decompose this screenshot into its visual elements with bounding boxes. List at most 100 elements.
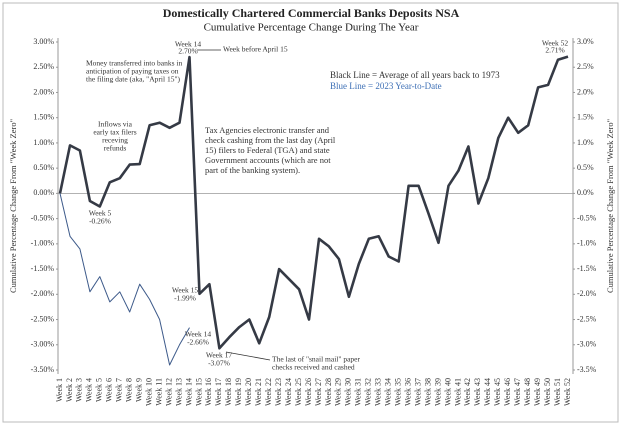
x-tick-label: Week 12 [164,378,173,406]
annotation: Tax Agencies electronic transfer and [205,125,330,135]
y-tick-label: 3.00% [33,37,54,46]
x-tick-label: Week 38 [423,378,432,406]
y2-tick-label: 1.5% [577,113,594,122]
x-tick-label: Week 50 [543,378,552,406]
x-tick-label: Week 52 [563,378,572,406]
annotation: Week 14 [175,40,202,49]
x-tick-label: Week 22 [264,378,273,406]
x-tick-label: Week 24 [284,378,293,406]
annotation: Week 5 [89,209,112,218]
x-tick-label: Week 30 [344,378,353,406]
x-tick-label: Week 16 [204,378,213,406]
x-tick-label: Week 45 [493,378,502,406]
y2-tick-label: -1.0% [577,239,597,248]
x-tick-label: Week 44 [483,378,492,406]
x-tick-label: Week 32 [364,378,373,406]
y2-tick-label: 1.0% [577,138,594,147]
y2-axis-title: Cumulative Percentage Change From "Week … [605,119,615,293]
x-tick-label: Week 37 [413,378,422,406]
annotation: Week before April 15 [223,45,288,54]
x-tick-label: Week 14 [184,378,193,406]
x-tick-label: Week 29 [334,378,343,406]
x-tick-label: Week 18 [224,378,233,406]
annotation: Government accounts (which are not [205,155,331,165]
x-tick-label: Week 31 [354,378,363,406]
x-tick-label: Week 49 [533,378,542,406]
annotation: -3.07% [208,359,230,368]
x-tick-label: Week 34 [384,378,393,406]
x-tick-label: Week 20 [244,378,253,406]
annotation: Week 17 [206,351,233,360]
annotation: Week 14 [185,330,212,339]
x-tick-label: Week 48 [523,378,532,406]
chart-subtitle: Cumulative Percentage Change During The … [204,22,419,34]
x-tick-label: Week 7 [115,378,124,402]
annotation: -2.66% [187,338,209,347]
annotation: 15) filers to Federal (TGA) and state [205,145,330,155]
y2-tick-label: -0.5% [577,213,597,222]
x-tick-label: Week 43 [473,378,482,406]
x-tick-label: Week 41 [453,378,462,406]
y-tick-label: -0.50% [31,213,55,222]
y-tick-label: 1.50% [33,113,54,122]
y-tick-label: 0.00% [33,188,54,197]
y2-tick-label: -2.0% [577,289,597,298]
x-tick-label: Week 51 [553,378,562,406]
x-tick-label: Week 28 [324,378,333,406]
y-tick-label: -1.00% [31,239,55,248]
x-tick-label: Week 40 [443,378,452,406]
x-tick-label: Week 10 [144,378,153,406]
annotation: check cashing from the last day (April [205,135,336,145]
annotation: Money transferred into banks in [86,59,182,68]
x-tick-label: Week 11 [154,378,163,406]
x-tick-label: Week 2 [65,378,74,402]
x-tick-label: Week 21 [254,378,263,406]
annotation: -0.26% [89,217,111,226]
annotation: early tax filers [93,128,136,137]
y-tick-label: 2.50% [33,62,54,71]
annotation: checks received and cashed [272,363,355,372]
annotation: refunds [104,144,127,153]
y2-tick-label: -3.0% [577,340,597,349]
annotation: anticipation of paying taxes on [86,67,179,76]
y-tick-label: 2.00% [33,87,54,96]
x-tick-label: Week 33 [374,378,383,406]
annotation: receving [102,136,128,145]
y-tick-label: -3.00% [31,340,55,349]
annotation: Week 15 [172,286,199,295]
y-axis-title: Cumulative Percentage Change From "Week … [8,119,18,293]
y-tick-label: -1.50% [31,264,55,273]
y-tick-label: -2.00% [31,289,55,298]
x-tick-label: Week 3 [75,378,84,402]
arrow [225,351,271,361]
y-tick-label: -2.50% [31,314,55,323]
legend-label: Blue Line = 2023 Year-to-Date [330,81,442,91]
x-tick-label: Week 39 [433,378,442,406]
legend-label: Black Line = Average of all years back t… [330,70,500,80]
x-tick-label: Week 5 [95,378,104,402]
annotation: part of the banking system). [205,165,300,175]
annotation: The last of "snail mail" paper [272,355,360,364]
x-tick-label: Week 9 [135,378,144,402]
x-tick-label: Week 17 [214,378,223,406]
chart-title: Domestically Chartered Commercial Banks … [163,6,460,20]
x-tick-label: Week 23 [274,378,283,406]
x-tick-label: Week 25 [294,378,303,406]
y2-tick-label: 3.0% [577,37,594,46]
series-line [58,55,569,350]
annotation: Inflows via [98,120,133,129]
y2-tick-label: -2.5% [577,314,597,323]
x-tick-label: Week 47 [513,378,522,406]
x-tick-label: Week 19 [234,378,243,406]
x-tick-label: Week 46 [503,378,512,406]
x-tick-label: Week 36 [403,378,412,406]
y2-tick-label: -1.5% [577,264,597,273]
annotation: the filing date (aka, "April 15") [86,75,181,84]
y2-tick-label: 2.0% [577,87,594,96]
y2-tick-label: -3.5% [577,365,597,374]
x-tick-label: Week 4 [85,378,94,402]
annotation: 2.70% [178,47,197,56]
annotation: 2.71% [545,46,564,55]
annotation: -1.99% [174,294,196,303]
